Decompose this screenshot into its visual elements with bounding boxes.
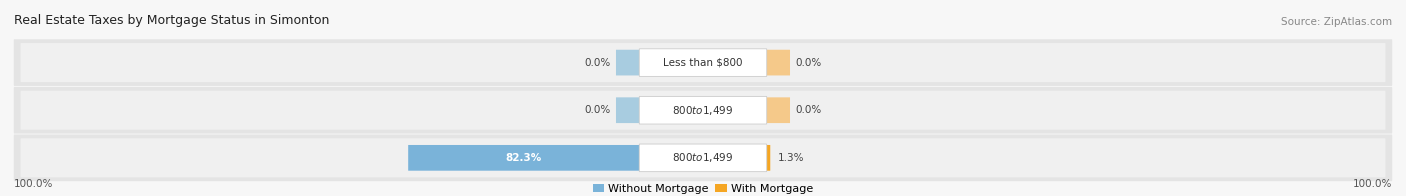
- FancyBboxPatch shape: [21, 138, 1385, 177]
- FancyBboxPatch shape: [408, 145, 640, 171]
- FancyBboxPatch shape: [766, 97, 790, 123]
- FancyBboxPatch shape: [640, 144, 766, 172]
- FancyBboxPatch shape: [21, 91, 1385, 130]
- Text: $800 to $1,499: $800 to $1,499: [672, 151, 734, 164]
- FancyBboxPatch shape: [14, 39, 1392, 86]
- Text: 0.0%: 0.0%: [585, 58, 610, 68]
- Text: 100.0%: 100.0%: [14, 179, 53, 189]
- Text: Source: ZipAtlas.com: Source: ZipAtlas.com: [1281, 17, 1392, 27]
- Legend: Without Mortgage, With Mortgage: Without Mortgage, With Mortgage: [588, 179, 818, 196]
- Text: $800 to $1,499: $800 to $1,499: [672, 104, 734, 117]
- Text: 1.3%: 1.3%: [778, 153, 804, 163]
- FancyBboxPatch shape: [14, 87, 1392, 133]
- Text: Real Estate Taxes by Mortgage Status in Simonton: Real Estate Taxes by Mortgage Status in …: [14, 14, 329, 27]
- Text: 0.0%: 0.0%: [796, 58, 821, 68]
- FancyBboxPatch shape: [21, 43, 1385, 82]
- FancyBboxPatch shape: [616, 97, 640, 123]
- FancyBboxPatch shape: [640, 96, 766, 124]
- Text: 100.0%: 100.0%: [1353, 179, 1392, 189]
- Text: Less than $800: Less than $800: [664, 58, 742, 68]
- Text: 82.3%: 82.3%: [506, 153, 541, 163]
- Text: 0.0%: 0.0%: [585, 105, 610, 115]
- FancyBboxPatch shape: [14, 134, 1392, 181]
- FancyBboxPatch shape: [640, 49, 766, 76]
- FancyBboxPatch shape: [616, 50, 640, 75]
- FancyBboxPatch shape: [766, 145, 770, 171]
- Text: 0.0%: 0.0%: [796, 105, 821, 115]
- FancyBboxPatch shape: [766, 50, 790, 75]
